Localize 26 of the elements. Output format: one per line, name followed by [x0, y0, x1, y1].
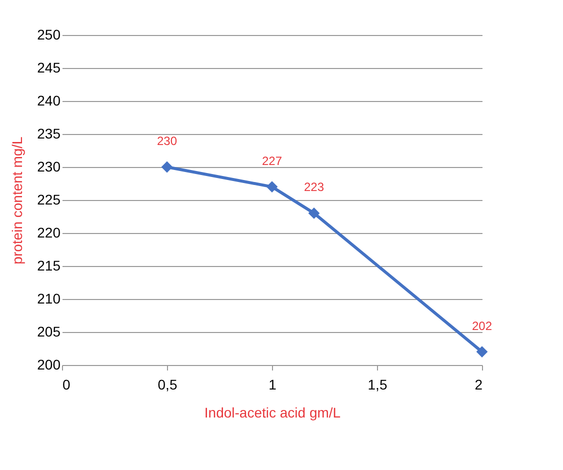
x-axis-title: Indol-acetic acid gm/L — [204, 404, 341, 420]
y-tick-label: 220 — [37, 224, 61, 240]
y-tick-label: 245 — [37, 60, 61, 76]
y-axis-title: protein content mg/L — [9, 136, 26, 264]
x-tick-label: 2 — [474, 376, 483, 392]
point — [308, 208, 320, 219]
y-tick-label: 235 — [37, 126, 61, 142]
x-tick-label: 1 — [268, 376, 277, 392]
point — [266, 181, 278, 192]
data-label: 230 — [156, 134, 178, 148]
data-label: 202 — [472, 318, 492, 333]
x-tick-label: 0,5 — [158, 376, 178, 392]
data-label: 227 — [262, 154, 282, 168]
x-tick-label: 1,5 — [368, 376, 388, 392]
point — [476, 346, 488, 358]
x-tick-label: 0 — [62, 376, 70, 392]
y-tick-label: 200 — [37, 356, 61, 372]
y-tick-label: 240 — [37, 92, 61, 108]
y-tick-label: 205 — [37, 324, 61, 340]
y-tick-label: 250 — [37, 26, 61, 42]
data-label: 223 — [304, 180, 324, 194]
y-tick-label: 230 — [37, 158, 61, 174]
y-tick-label: 225 — [37, 192, 61, 208]
point — [161, 161, 173, 173]
y-tick-label: 215 — [37, 258, 61, 274]
y-tick-label: 210 — [37, 290, 61, 306]
